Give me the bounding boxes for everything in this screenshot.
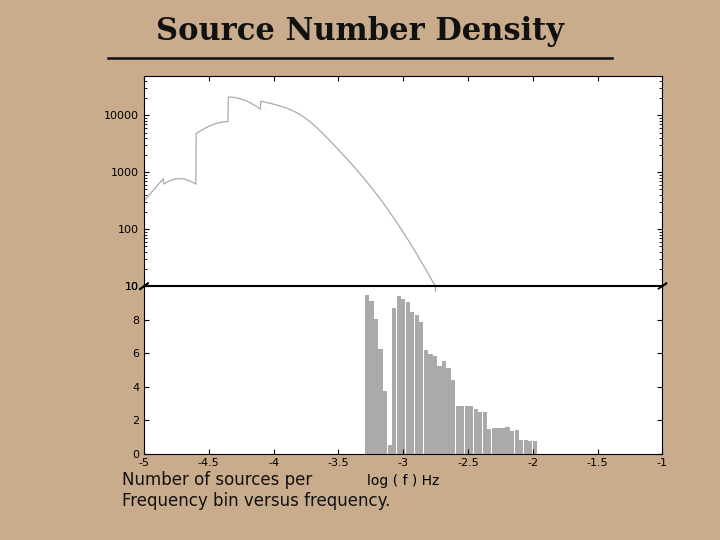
Bar: [419, 322, 423, 454]
Bar: [533, 441, 537, 454]
Bar: [401, 299, 405, 454]
Bar: [474, 409, 478, 454]
Bar: [369, 301, 374, 454]
Text: Source Number Density: Source Number Density: [156, 16, 564, 47]
Bar: [492, 428, 496, 454]
Bar: [496, 428, 500, 454]
Bar: [523, 440, 528, 454]
Bar: [505, 427, 510, 454]
Bar: [469, 406, 473, 454]
Bar: [428, 354, 433, 454]
Bar: [365, 295, 369, 454]
Bar: [442, 361, 446, 454]
Bar: [487, 429, 492, 454]
Bar: [483, 412, 487, 454]
Bar: [456, 406, 459, 454]
Bar: [387, 445, 392, 454]
Bar: [510, 431, 514, 454]
Bar: [515, 430, 518, 454]
Bar: [519, 440, 523, 454]
Bar: [424, 350, 428, 454]
Bar: [460, 406, 464, 454]
Bar: [410, 312, 414, 454]
Bar: [501, 428, 505, 454]
Bar: [379, 349, 382, 454]
Bar: [438, 366, 441, 454]
Bar: [528, 441, 532, 454]
X-axis label: log ( f ) Hz: log ( f ) Hz: [367, 474, 439, 488]
Bar: [374, 319, 378, 454]
Bar: [433, 355, 437, 454]
Bar: [383, 391, 387, 454]
Bar: [451, 380, 455, 454]
Bar: [397, 296, 401, 454]
Text: Number of sources per
Frequency bin versus frequency.: Number of sources per Frequency bin vers…: [122, 471, 391, 510]
Bar: [446, 368, 451, 454]
Point: [104, 55, 112, 61]
Point: [608, 55, 616, 61]
Bar: [464, 406, 469, 454]
Bar: [392, 308, 396, 454]
Bar: [478, 412, 482, 454]
Bar: [415, 315, 419, 454]
Bar: [405, 302, 410, 454]
